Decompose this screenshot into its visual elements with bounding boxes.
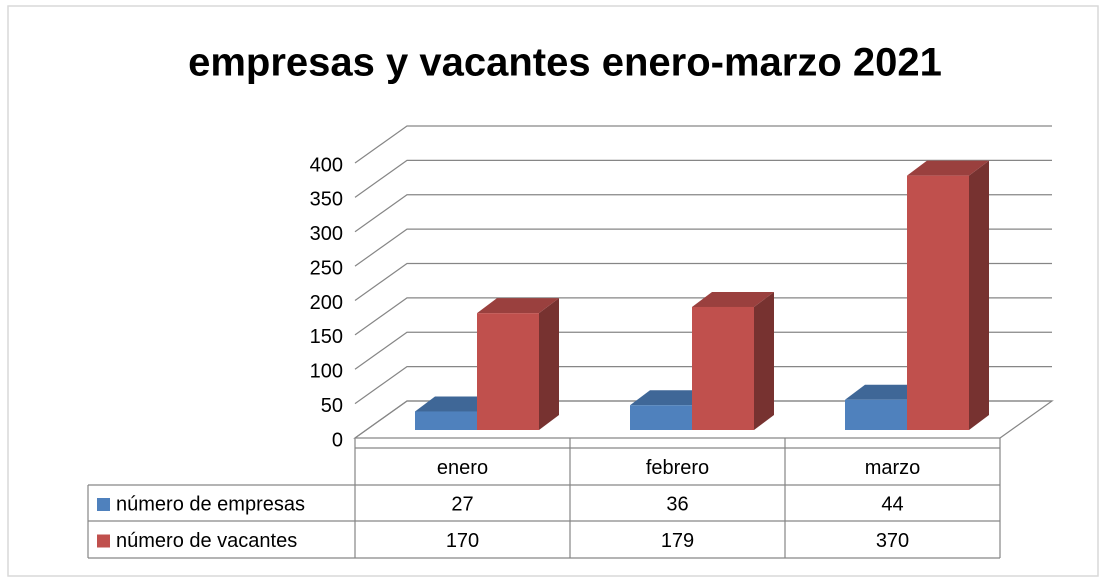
x-tick-label: marzo [865, 457, 921, 479]
bar [630, 405, 692, 430]
bar [477, 313, 539, 430]
y-tick-label: 50 [321, 395, 343, 417]
grid-line [354, 159, 1052, 198]
y-tick-label: 400 [310, 154, 343, 176]
bar [692, 306, 754, 430]
table-value: 170 [446, 530, 479, 552]
bar [415, 411, 477, 430]
grid-line [354, 125, 1052, 164]
grid-line [354, 262, 1052, 301]
bar-top [415, 396, 497, 412]
bar-top [477, 298, 559, 314]
grid-line [354, 228, 1052, 267]
bar-top [630, 390, 712, 406]
grid-line [354, 331, 1052, 370]
bar-top [907, 160, 989, 176]
bar [845, 399, 907, 430]
y-tick-label: 350 [310, 189, 343, 211]
bar [907, 175, 969, 430]
x-tick-label: febrero [646, 457, 709, 479]
table-value: 44 [881, 493, 903, 515]
bar-side [754, 291, 774, 430]
table-value: 27 [451, 493, 473, 515]
table-value: 36 [666, 493, 688, 515]
bar-side [969, 160, 989, 430]
y-tick-label: 200 [310, 292, 343, 314]
legend-key [97, 534, 110, 548]
x-tick-label: enero [437, 457, 488, 479]
bar-side [539, 298, 559, 430]
grid-line [354, 297, 1052, 336]
grid-line [354, 194, 1052, 233]
chart-title: empresas y vacantes enero-marzo 2021 [188, 41, 942, 85]
legend-label: número de empresas [116, 493, 305, 515]
bar-top [692, 291, 774, 307]
legend-key [97, 498, 110, 511]
legend-label: número de vacantes [116, 530, 297, 552]
bar-top [845, 384, 927, 400]
y-tick-label: 0 [332, 429, 343, 451]
y-tick-label: 300 [310, 223, 343, 245]
table-value: 179 [661, 530, 694, 552]
grid-line [354, 366, 1052, 405]
y-tick-label: 150 [310, 326, 343, 348]
y-tick-label: 250 [310, 257, 343, 279]
table-value: 370 [876, 530, 909, 552]
y-tick-label: 100 [310, 361, 343, 383]
